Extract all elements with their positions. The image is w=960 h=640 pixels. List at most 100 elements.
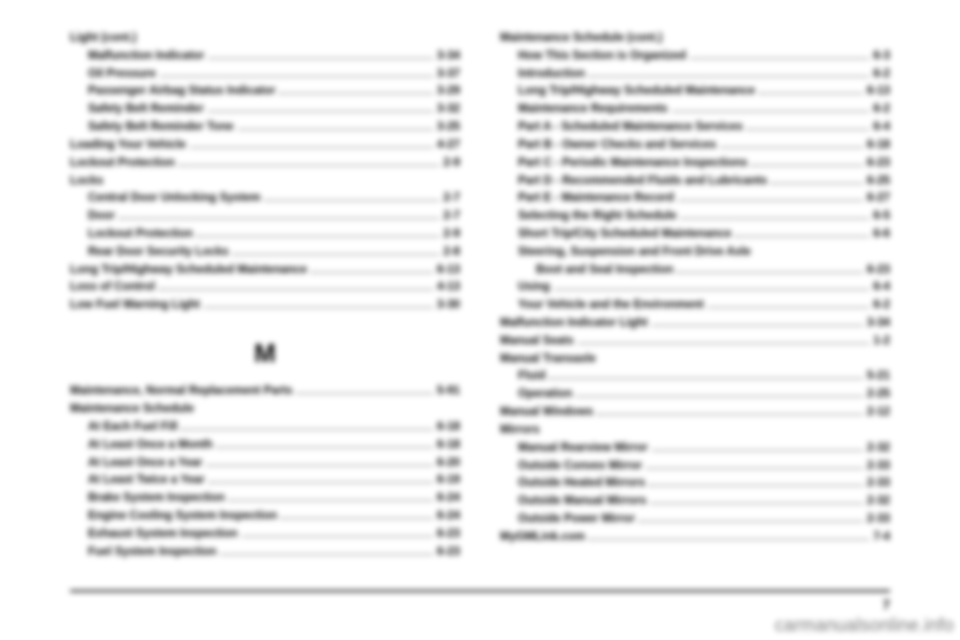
index-entry-label: Exhaust System Inspection: [70, 526, 238, 544]
index-entry: Introduction6-2: [500, 66, 890, 84]
leader-dots: [190, 147, 433, 148]
index-entry-page: 2-25: [867, 386, 890, 404]
leader-dots: [652, 325, 863, 326]
index-entry-label: Central Door Unlocking System: [70, 190, 261, 208]
index-entry-label: At Least Twice a Year: [70, 472, 205, 490]
index-entry-page: 2-7: [443, 208, 460, 226]
index-entry-label: Manual Rearview Mirror: [500, 440, 648, 458]
index-entry: At Least Twice a Year6-19: [70, 472, 460, 490]
index-entry: Central Door Unlocking System2-7: [70, 190, 460, 208]
index-entry: Loading Your Vehicle4-27: [70, 137, 460, 155]
index-entry-label: Malfunction Indicator: [70, 48, 204, 66]
index-entry-page: 6-2: [873, 101, 890, 119]
index-entry: Engine Cooling System Inspection6-24: [70, 508, 460, 526]
leader-dots: [672, 111, 870, 112]
leader-dots: [690, 58, 869, 59]
leader-dots: [279, 93, 433, 94]
footer-page-number: 7: [883, 597, 890, 612]
left-column: Light (cont.)Malfunction Indicator3-34Oi…: [70, 30, 460, 570]
leader-dots: [217, 447, 433, 448]
index-heading: Manual Transaxle: [500, 351, 890, 369]
index-entry: MyGMLink.com7-4: [500, 529, 890, 547]
footer-rule: [70, 590, 890, 592]
index-entry-label: Long Trip/Highway Scheduled Maintenance: [70, 262, 307, 280]
index-entry-label: Operation: [500, 386, 572, 404]
leader-dots: [576, 396, 863, 397]
index-entry-label: Outside Power Mirror: [500, 511, 635, 529]
index-entry-label: At Least Once a Year: [70, 455, 202, 473]
leader-dots: [238, 129, 433, 130]
index-entry-page: 6-18: [437, 437, 460, 455]
index-entry-page: 4-13: [437, 279, 460, 297]
leader-dots: [747, 129, 870, 130]
index-entry-page: 6-25: [867, 173, 890, 191]
leader-dots: [597, 414, 863, 415]
index-entry-page: 6-13: [867, 83, 890, 101]
index-entry: Boot and Seal Inspection6-23: [500, 262, 890, 280]
index-entry-label: Lockout Protection: [70, 155, 175, 173]
index-entry-page: 2-33: [867, 458, 890, 476]
index-entry-page: 2-12: [867, 404, 890, 422]
index-entry-page: 3-32: [437, 101, 460, 119]
index-entry: Part C - Periodic Maintenance Inspection…: [500, 155, 890, 173]
index-page: Light (cont.)Malfunction Indicator3-34Oi…: [70, 30, 890, 570]
right-column: Maintenance Schedule (cont.)How This Sec…: [500, 30, 890, 570]
leader-dots: [229, 500, 433, 501]
index-entry-label: Manual Windows: [500, 404, 593, 422]
index-entry: Exhaust System Inspection6-23: [70, 526, 460, 544]
index-entry-label: Engine Cooling System Inspection: [70, 508, 277, 526]
index-heading: Maintenance Schedule (cont.): [500, 30, 890, 48]
index-entry: At Each Fuel Fill6-18: [70, 419, 460, 437]
leader-dots: [208, 111, 433, 112]
index-entry-label: Low Fuel Warning Light: [70, 297, 200, 315]
index-entry-page: 6-5: [873, 208, 890, 226]
leader-dots: [281, 518, 433, 519]
index-entry: Long Trip/Highway Scheduled Maintenance6…: [70, 262, 460, 280]
leader-dots: [678, 200, 863, 201]
leader-dots: [119, 218, 440, 219]
leader-dots: [639, 521, 863, 522]
index-entry: Selecting the Right Schedule6-5: [500, 208, 890, 226]
index-entry: Rear Door Security Locks2-8: [70, 244, 460, 262]
leader-dots: [677, 272, 863, 273]
index-entry-page: 2-9: [443, 155, 460, 173]
index-entry-page: 2-9: [443, 226, 460, 244]
index-entry-page: 4-27: [437, 137, 460, 155]
index-entry-label: Steering, Suspension and Front Drive Axl…: [500, 244, 890, 262]
index-entry-label: How This Section is Organized: [500, 48, 686, 66]
index-heading: Mirrors: [500, 422, 890, 440]
leader-dots: [265, 200, 440, 201]
index-entry-page: 3-34: [437, 48, 460, 66]
index-entry: Lockout Protection2-9: [70, 226, 460, 244]
index-entry: Part D - Recommended Fluids and Lubrican…: [500, 173, 890, 191]
index-entry-label: Part E - Maintenance Record: [500, 190, 674, 208]
index-entry-page: 6-6: [873, 226, 890, 244]
index-entry-label: Rear Door Security Locks: [70, 244, 229, 262]
index-entry-page: 5-21: [867, 368, 890, 386]
leader-dots: [233, 254, 440, 255]
index-entry-page: 2-33: [867, 511, 890, 529]
leader-dots: [649, 485, 863, 486]
index-heading: Maintenance Schedule: [70, 401, 460, 419]
index-entry-page: 5-91: [437, 383, 460, 401]
leader-dots: [242, 536, 433, 537]
index-entry-page: 6-23: [437, 544, 460, 562]
index-entry: Oil Pressure3-37: [70, 66, 460, 84]
leader-dots: [720, 147, 863, 148]
index-entry-page: 3-34: [867, 315, 890, 333]
leader-dots: [759, 93, 863, 94]
index-entry-label: Door: [70, 208, 115, 226]
index-entry: Outside Power Mirror 2-33: [500, 511, 890, 529]
leader-dots: [549, 378, 863, 379]
index-entry: Manual Seats1-2: [500, 333, 890, 351]
index-entry-label: Long Trip/Highway Scheduled Maintenance: [500, 83, 755, 101]
section-letter: M: [70, 333, 460, 373]
index-entry: Safety Belt Reminder Tone3-25: [70, 119, 460, 137]
index-entry-label: Boot and Seal Inspection: [500, 262, 673, 280]
index-entry-label: Using: [500, 279, 550, 297]
index-entry-label: Part C - Periodic Maintenance Inspection…: [500, 155, 747, 173]
index-entry-page: 7-4: [873, 529, 890, 547]
index-entry: Maintenance Requirements6-2: [500, 101, 890, 119]
index-entry-label: Passenger Airbag Status Indicator: [70, 83, 275, 101]
leader-dots: [554, 289, 869, 290]
